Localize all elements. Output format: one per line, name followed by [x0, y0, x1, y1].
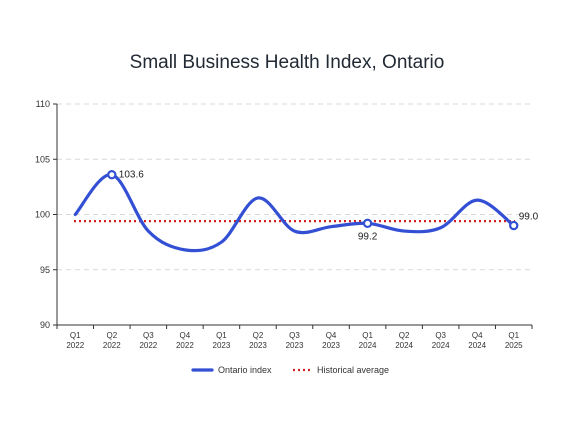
x-tick-label: 2022 [139, 341, 157, 350]
x-tick-label: Q1 [362, 331, 373, 340]
x-tick-label: 2023 [249, 341, 267, 350]
x-tick-label: 2025 [505, 341, 523, 350]
y-tick-label: 90 [40, 320, 50, 330]
annotations: 103.6 99.2 99.0 [107, 170, 539, 242]
legend: Ontario index Historical average [191, 365, 389, 375]
x-tick-label: Q1 [70, 331, 81, 340]
y-tick-label: 105 [35, 154, 50, 164]
y-tick-label: 100 [35, 210, 50, 220]
x-tick-label: Q4 [326, 331, 337, 340]
x-tick-label: Q3 [435, 331, 446, 340]
x-tick-label: 2023 [322, 341, 340, 350]
legend-label-ontario-index: Ontario index [218, 365, 272, 375]
x-tick-label: 2023 [213, 341, 231, 350]
data-point-marker [107, 170, 117, 180]
x-axis: Q12022Q22022Q32022Q42022Q12023Q22023Q320… [56, 324, 533, 350]
x-tick-label: Q2 [399, 331, 410, 340]
data-label: 99.0 [519, 212, 539, 223]
series-group [73, 173, 516, 253]
x-tick-label: Q1 [508, 331, 519, 340]
x-tick-label: 2024 [395, 341, 413, 350]
y-axis: 90 95 100 105 110 [35, 99, 58, 330]
chart-title: Small Business Health Index, Ontario [130, 52, 445, 73]
x-tick-label: Q2 [106, 331, 117, 340]
x-tick-label: Q4 [180, 331, 191, 340]
x-tick-label: 2022 [103, 341, 121, 350]
x-tick-label: 2024 [468, 341, 486, 350]
data-label: 103.6 [119, 170, 144, 181]
x-tick-label: 2023 [286, 341, 304, 350]
x-tick-label: Q4 [472, 331, 483, 340]
x-tick-label: 2024 [432, 341, 450, 350]
grid [57, 103, 532, 271]
y-tick-label: 110 [36, 99, 50, 109]
x-tick-label: Q3 [289, 331, 300, 340]
x-tick-label: 2022 [176, 341, 194, 350]
x-tick-label: Q2 [253, 331, 264, 340]
data-point-marker [509, 220, 519, 231]
x-tick-label: Q1 [216, 331, 227, 340]
data-label: 99.2 [358, 231, 378, 242]
y-tick-label: 95 [40, 265, 50, 275]
ontario-index-line [73, 173, 516, 253]
x-tick-label: 2022 [66, 341, 84, 350]
legend-label-historical-average: Historical average [317, 365, 389, 375]
x-tick-label: Q3 [143, 331, 154, 340]
data-point-marker [362, 218, 373, 229]
x-tick-label: 2024 [359, 341, 377, 350]
